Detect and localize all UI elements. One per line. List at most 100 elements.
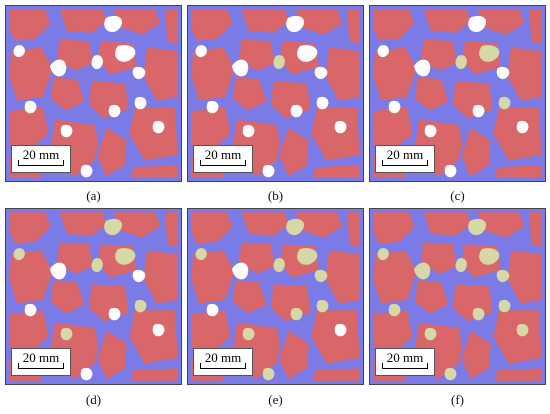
void-region bbox=[414, 59, 431, 77]
void-region bbox=[242, 124, 255, 138]
filled-region bbox=[134, 299, 147, 313]
aggregate-particle bbox=[370, 209, 418, 247]
aggregate-particle bbox=[308, 307, 363, 367]
aggregate-particle bbox=[490, 307, 545, 367]
filled-region bbox=[262, 367, 275, 381]
aggregate-particle bbox=[6, 6, 54, 44]
void-region bbox=[468, 15, 487, 33]
scale-bar-line bbox=[18, 363, 64, 369]
void-region bbox=[115, 45, 136, 62]
caption-b: (b) bbox=[267, 188, 284, 203]
filled-region bbox=[455, 258, 467, 273]
scale-bar-line bbox=[200, 363, 246, 369]
caption-e: (e) bbox=[268, 392, 283, 407]
void-region bbox=[132, 66, 146, 80]
aggregate-particle bbox=[162, 6, 181, 48]
aggregate-particle bbox=[526, 209, 545, 251]
filled-region bbox=[414, 262, 431, 280]
filled-region bbox=[242, 327, 255, 341]
void-region bbox=[91, 55, 103, 70]
aggregate-particle bbox=[238, 209, 292, 239]
caption-f: (f) bbox=[451, 392, 464, 407]
void-region bbox=[134, 96, 147, 110]
aggregate-particle bbox=[420, 6, 474, 36]
aggregate-particle bbox=[412, 74, 452, 114]
filled-region bbox=[479, 248, 500, 265]
void-region bbox=[297, 45, 318, 62]
caption-a: (a) bbox=[86, 188, 101, 203]
aggregate-particle bbox=[420, 209, 474, 239]
scale-bar-line bbox=[382, 363, 428, 369]
aggregate-particle bbox=[238, 6, 292, 36]
void-region bbox=[444, 164, 457, 178]
void-region bbox=[286, 15, 305, 33]
aggregate-particle bbox=[526, 6, 545, 48]
aggregate-particle bbox=[48, 277, 88, 317]
scale-bar: 20 mm bbox=[375, 145, 435, 173]
aggregate-particle bbox=[56, 6, 110, 36]
caption-d: (d) bbox=[85, 392, 102, 407]
panel-c: 20 mm bbox=[369, 5, 546, 182]
void-region bbox=[108, 307, 121, 321]
aggregate-particle bbox=[492, 365, 545, 384]
void-region bbox=[388, 100, 401, 114]
microstructure-image bbox=[370, 6, 545, 181]
microstructure-image bbox=[370, 209, 545, 384]
void-region bbox=[232, 262, 249, 280]
filled-region bbox=[472, 307, 485, 321]
aggregate-particle bbox=[236, 36, 278, 74]
filled-region bbox=[273, 258, 285, 273]
aggregate-particle bbox=[370, 307, 416, 353]
aggregate-particle bbox=[370, 44, 420, 104]
void-region bbox=[314, 66, 328, 80]
filled-region bbox=[424, 327, 437, 341]
aggregate-particle bbox=[54, 239, 96, 277]
scale-bar-label: 20 mm bbox=[204, 350, 242, 365]
scale-bar-label: 20 mm bbox=[386, 147, 424, 162]
filled-region bbox=[496, 269, 510, 283]
aggregate-particle bbox=[310, 162, 363, 181]
filled-region bbox=[290, 307, 303, 321]
void-region bbox=[80, 367, 93, 381]
microstructure-image bbox=[6, 6, 181, 181]
filled-region bbox=[115, 248, 136, 265]
filled-region bbox=[316, 299, 329, 313]
scale-bar: 20 mm bbox=[375, 348, 435, 376]
void-region bbox=[108, 104, 121, 118]
panel-d: 20 mm bbox=[5, 208, 182, 385]
filled-region bbox=[479, 45, 500, 62]
void-region bbox=[206, 303, 219, 317]
aggregate-particle bbox=[126, 307, 181, 367]
filled-region bbox=[273, 55, 285, 70]
aggregate-particle bbox=[344, 209, 363, 251]
scale-bar: 20 mm bbox=[11, 348, 71, 376]
filled-region bbox=[468, 218, 487, 236]
filled-region bbox=[286, 218, 305, 236]
microstructure-image bbox=[6, 209, 181, 384]
scale-bar: 20 mm bbox=[11, 145, 71, 173]
filled-region bbox=[444, 367, 457, 381]
aggregate-particle bbox=[128, 365, 181, 384]
filled-region bbox=[314, 269, 328, 283]
void-region bbox=[50, 262, 67, 280]
void-region bbox=[152, 323, 165, 337]
void-region bbox=[334, 120, 347, 134]
filled-region bbox=[91, 258, 103, 273]
void-region bbox=[472, 104, 485, 118]
panel-f: 20 mm bbox=[369, 208, 546, 385]
void-region bbox=[424, 124, 437, 138]
filled-region bbox=[13, 248, 25, 261]
aggregate-particle bbox=[276, 124, 312, 180]
filled-region bbox=[498, 299, 511, 313]
filled-region bbox=[60, 327, 73, 341]
aggregate-particle bbox=[48, 74, 88, 114]
void-region bbox=[334, 323, 347, 337]
scale-bar-label: 20 mm bbox=[204, 147, 242, 162]
void-region bbox=[13, 45, 25, 58]
void-region bbox=[104, 15, 123, 33]
aggregate-particle bbox=[6, 247, 56, 307]
aggregate-particle bbox=[6, 104, 52, 150]
filled-region bbox=[388, 303, 401, 317]
void-region bbox=[516, 120, 529, 134]
aggregate-particle bbox=[418, 239, 460, 277]
